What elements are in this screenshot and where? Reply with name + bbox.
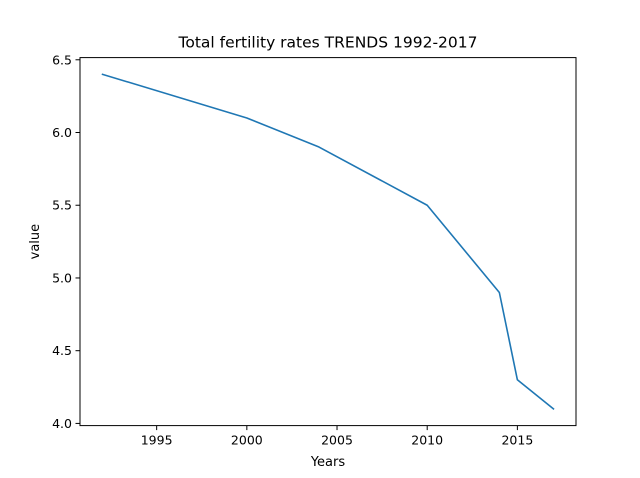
series-line	[101, 73, 555, 410]
series-layer	[101, 73, 555, 410]
y-tick-label: 4.5	[52, 343, 72, 358]
x-tick-label: 2010	[411, 433, 443, 448]
y-tick-label: 6.5	[52, 52, 72, 67]
y-axis-label: value	[28, 224, 43, 260]
x-axis-ticks: 1995 2000 2005 2010 2015	[141, 425, 533, 448]
y-tick-label: 5.5	[52, 198, 72, 213]
x-tick-label: 2015	[501, 433, 533, 448]
x-tick-label: 2000	[231, 433, 263, 448]
y-axis-ticks: 4.0 4.5 5.0 5.5 6.0 6.5	[52, 52, 80, 431]
chart-title: Total fertility rates TRENDS 1992-2017	[178, 34, 478, 52]
y-tick-label: 4.0	[52, 416, 72, 431]
axes-frame	[79, 57, 577, 427]
x-axis-label: Years	[310, 455, 346, 470]
x-tick-label: 2005	[321, 433, 353, 448]
x-tick-label: 1995	[141, 433, 173, 448]
y-tick-label: 6.0	[52, 125, 72, 140]
plot-area-border	[79, 57, 577, 427]
y-tick-label: 5.0	[52, 270, 72, 285]
